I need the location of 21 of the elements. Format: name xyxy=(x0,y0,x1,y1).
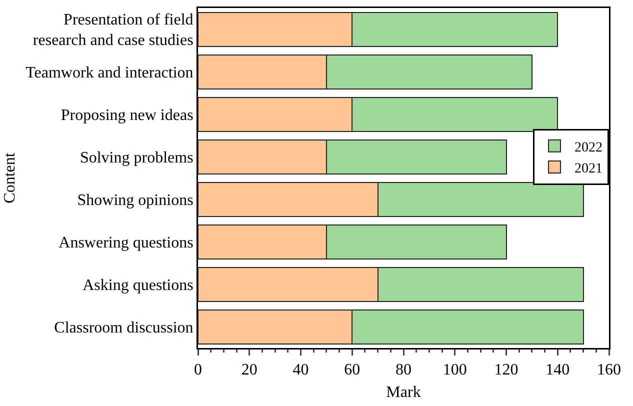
x-tick-label: 140 xyxy=(546,362,570,379)
legend-label: 2022 xyxy=(574,140,602,156)
x-tick-label: 40 xyxy=(292,362,309,379)
y-tick-label: Answering questions xyxy=(58,234,194,252)
x-tick-label: 80 xyxy=(396,362,412,379)
x-tick-label: 160 xyxy=(597,362,621,379)
y-tick-label: Showing opinions xyxy=(77,192,194,209)
x-tick-label: 120 xyxy=(494,362,518,379)
legend-label: 2021 xyxy=(574,162,602,177)
y-tick-label: Proposing new ideas xyxy=(60,106,194,124)
x-axis-title: Mark xyxy=(386,384,421,402)
y-tick-label: Asking questions xyxy=(82,276,194,294)
y-tick-label: Solving problems xyxy=(80,149,194,166)
x-tick-label: 100 xyxy=(442,362,467,379)
x-tick-label: 60 xyxy=(344,362,360,379)
x-tick-label: 20 xyxy=(241,362,258,379)
x-tick-label: 0 xyxy=(194,362,202,379)
y-tick-label: Classroom discussion xyxy=(54,319,194,336)
y-axis-title: Content xyxy=(2,152,19,204)
y-tick-label: Teamwork and interaction xyxy=(26,64,194,82)
y-tick-label: Presentation of field research and case studies xyxy=(32,11,194,50)
